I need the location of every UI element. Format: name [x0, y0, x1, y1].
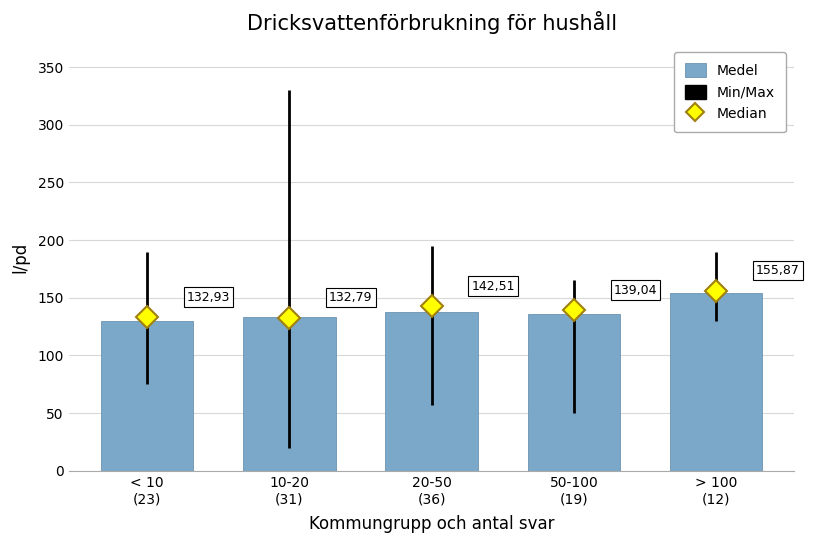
Bar: [243, 317, 335, 471]
Bar: [670, 293, 762, 471]
Title: Dricksvattenförbrukning för hushåll: Dricksvattenförbrukning för hushåll: [246, 11, 617, 34]
Text: 142,51: 142,51: [472, 280, 515, 293]
Bar: [385, 312, 478, 471]
Bar: [528, 314, 620, 471]
Bar: [100, 321, 193, 471]
Legend: Medel, Min/Max, Median: Medel, Min/Max, Median: [674, 52, 786, 132]
X-axis label: Kommungrupp och antal svar: Kommungrupp och antal svar: [308, 515, 554, 533]
Text: 132,79: 132,79: [329, 291, 373, 304]
Text: 139,04: 139,04: [614, 283, 657, 296]
Text: 155,87: 155,87: [756, 264, 800, 277]
Text: 132,93: 132,93: [187, 290, 230, 304]
Y-axis label: l/pd: l/pd: [11, 242, 29, 273]
